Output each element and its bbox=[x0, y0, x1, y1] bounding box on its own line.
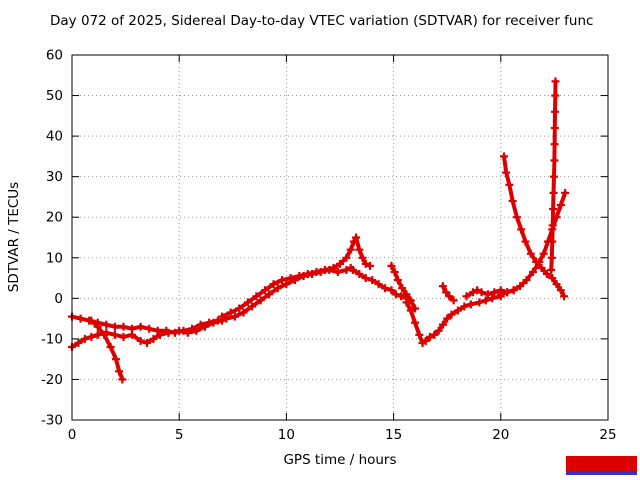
y-axis-label: SDTVAR / TECUs bbox=[6, 181, 22, 293]
x-tick-label: 15 bbox=[385, 427, 402, 443]
y-tick-label: 10 bbox=[46, 250, 63, 266]
y-tick-label: -30 bbox=[41, 413, 63, 429]
series-spur-17 bbox=[440, 284, 456, 303]
x-axis-label: GPS time / hours bbox=[283, 452, 397, 468]
x-tick-label: 0 bbox=[68, 427, 77, 443]
plot-border bbox=[71, 54, 609, 421]
x-tick-label: 10 bbox=[278, 427, 295, 443]
y-tick-label: 0 bbox=[54, 291, 63, 307]
y-tick-label: 40 bbox=[46, 129, 63, 145]
y-tick-label: 60 bbox=[46, 48, 63, 64]
y-tick-label: -20 bbox=[41, 372, 63, 388]
legend-swatch bbox=[566, 456, 637, 475]
chart-title: Day 072 of 2025, Sidereal Day-to-day VTE… bbox=[50, 13, 594, 29]
x-tick-label: 25 bbox=[599, 427, 616, 443]
y-tick-label: 50 bbox=[46, 88, 63, 104]
y-tick-label: -10 bbox=[41, 331, 63, 347]
y-tick-label: 20 bbox=[46, 210, 63, 226]
x-tick-label: 5 bbox=[175, 427, 184, 443]
y-tick-label: 30 bbox=[46, 169, 63, 185]
x-tick-label: 20 bbox=[492, 427, 509, 443]
